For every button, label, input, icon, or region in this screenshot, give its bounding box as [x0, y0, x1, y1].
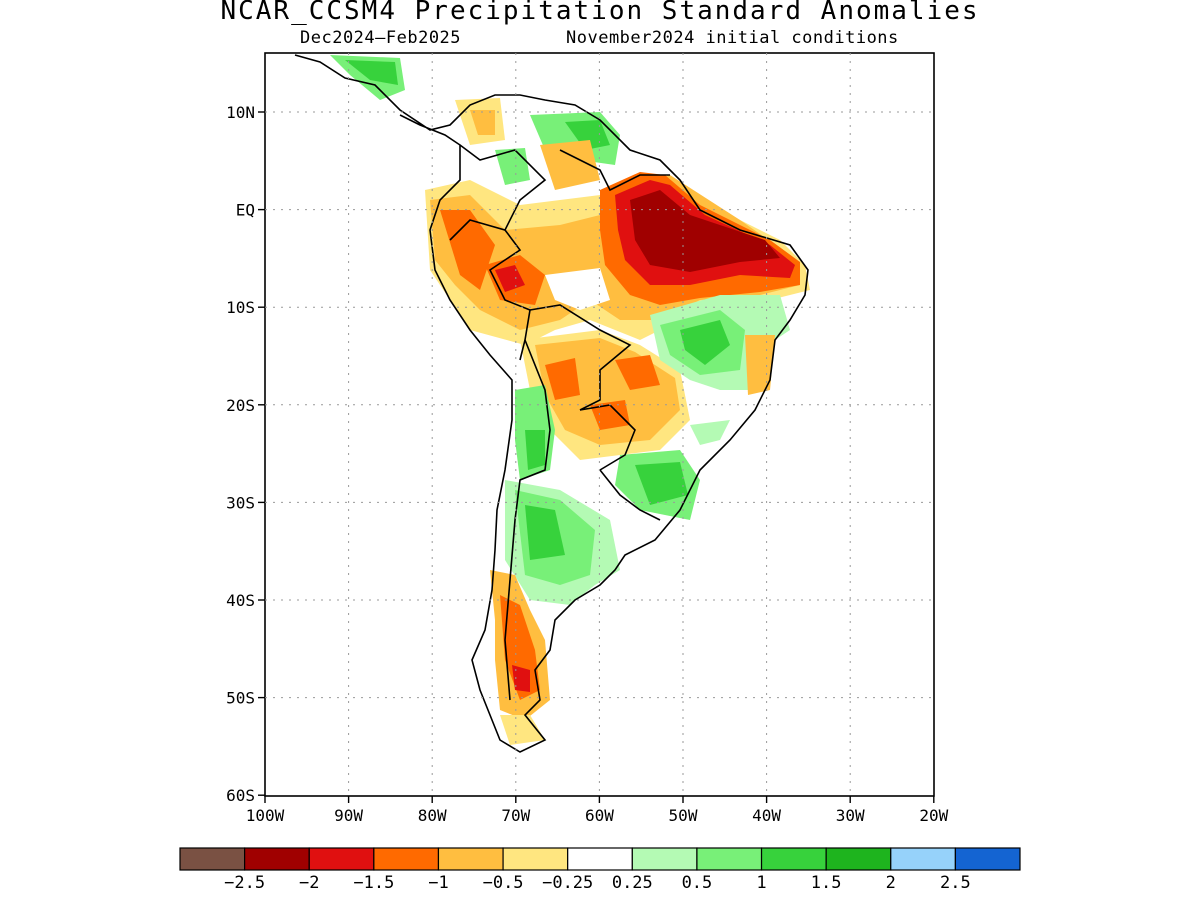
colorbar: −2.5 −2 −1.5 −1 −0.5 −0.25 0.25 0.5 1 1.5 2 2.5 — [179, 847, 1021, 893]
anomaly-region — [345, 60, 398, 85]
colorbar-swatch — [502, 847, 569, 871]
colorbar-swatch — [890, 847, 956, 871]
anomaly-field — [330, 55, 810, 745]
anomaly-region — [495, 265, 525, 292]
anomaly-region — [470, 110, 495, 135]
colorbar-label: 0.5 — [682, 873, 713, 893]
anomaly-region — [615, 355, 660, 390]
anomaly-region — [680, 320, 730, 365]
lat-tick-label: 10S — [226, 298, 255, 317]
lat-tick-label: 50S — [226, 689, 255, 708]
map-title: NCAR_CCSM4 Precipitation Standard Anomal… — [220, 0, 980, 26]
colorbar-swatch — [244, 847, 310, 871]
colorbar-label: 0.25 — [612, 873, 653, 893]
country-border — [559, 149, 670, 192]
colorbar-swatch — [437, 847, 504, 871]
anomaly-region — [590, 400, 630, 430]
colorbar-label: 2.5 — [940, 873, 971, 893]
latitude-axis: 10N EQ 10S 20S 30S 40S 50S 60S — [226, 103, 265, 805]
anomaly-region — [745, 335, 775, 395]
colorbar-label: −2.5 — [224, 873, 265, 893]
colorbar-swatch — [825, 847, 892, 871]
lat-tick-label: 20S — [226, 396, 255, 415]
anomaly-region — [690, 420, 730, 445]
lat-tick-label: 10N — [226, 103, 255, 122]
lon-tick-label: 40W — [752, 806, 781, 825]
initial-conditions-subtitle: November2024 initial conditions — [566, 28, 899, 48]
lon-tick-label: 20W — [919, 806, 948, 825]
colorbar-swatch — [631, 847, 698, 871]
lat-tick-label: 30S — [226, 493, 255, 512]
lat-tick-label: 60S — [226, 786, 255, 805]
lon-tick-label: 100W — [246, 806, 285, 825]
country-border — [599, 469, 661, 521]
colorbar-label: 1.5 — [811, 873, 842, 893]
anomaly-region — [525, 505, 565, 560]
lat-tick-label: EQ — [236, 201, 255, 220]
lon-tick-label: 70W — [501, 806, 530, 825]
anomaly-region — [440, 210, 495, 290]
lon-tick-label: 30W — [836, 806, 865, 825]
lon-tick-label: 90W — [334, 806, 363, 825]
anomaly-region — [565, 120, 610, 150]
colorbar-swatch — [567, 847, 633, 871]
anomaly-region — [525, 430, 545, 470]
longitude-axis: 100W 90W 80W 70W 60W 50W 40W 30W 20W — [246, 796, 949, 825]
colorbar-swatch — [373, 847, 440, 871]
south-america-coastline — [294, 54, 809, 753]
colorbar-swatch — [760, 847, 827, 871]
coastline-layer — [294, 54, 809, 753]
anomaly-region — [500, 715, 545, 745]
lon-tick-label: 60W — [585, 806, 614, 825]
colorbar-label: −0.5 — [483, 873, 524, 893]
colorbar-label: −0.25 — [542, 873, 593, 893]
colorbar-label: 1 — [756, 873, 766, 893]
anomaly-region — [630, 190, 780, 272]
anomaly-region — [545, 268, 610, 310]
country-border — [449, 144, 547, 241]
colorbar-swatch — [696, 847, 763, 871]
anomaly-region — [635, 462, 688, 505]
colorbar-label: −2 — [299, 873, 319, 893]
colorbar-label: −1.5 — [353, 873, 394, 893]
lon-tick-label: 80W — [418, 806, 447, 825]
colorbar-label: 2 — [886, 873, 896, 893]
anomaly-region — [540, 140, 600, 190]
anomaly-region — [545, 358, 580, 400]
country-border — [529, 304, 632, 411]
lon-tick-label: 50W — [669, 806, 698, 825]
colorbar-label: −1 — [428, 873, 448, 893]
country-border — [579, 404, 636, 471]
colorbar-swatch — [954, 847, 1021, 871]
lat-tick-label: 40S — [226, 591, 255, 610]
season-subtitle: Dec2024–Feb2025 — [300, 28, 462, 48]
colorbar-swatch — [308, 847, 375, 871]
colorbar-swatch — [179, 847, 246, 871]
anomaly-region — [512, 665, 530, 692]
country-border — [504, 339, 551, 701]
